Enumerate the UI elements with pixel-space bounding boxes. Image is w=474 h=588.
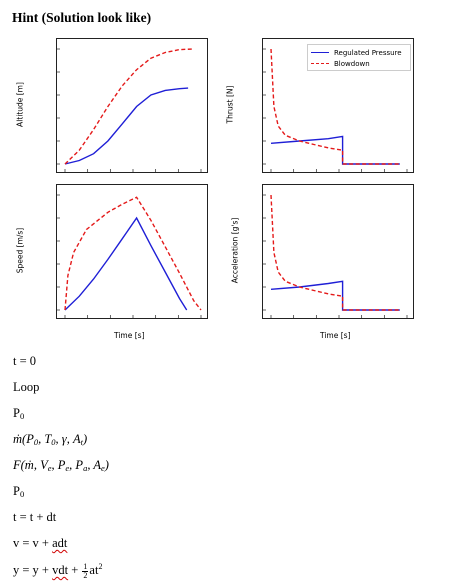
- mdot-gamma: , γ, A: [55, 432, 81, 446]
- f-sub-pa: a: [83, 463, 88, 473]
- f-pe: , P: [51, 458, 66, 472]
- y-plus: +: [68, 563, 82, 578]
- y-sup: 2: [98, 562, 103, 571]
- legend-regulated-label: Regulated Pressure: [334, 48, 402, 57]
- f-ae: , A: [87, 458, 101, 472]
- acceleration-svg: [263, 194, 408, 318]
- f-sub-ve: e: [47, 463, 52, 473]
- legend-regulated-swatch: [311, 52, 329, 53]
- f-sub-pe: e: [65, 463, 70, 473]
- y-at: at: [89, 563, 99, 578]
- mdot-sub-t0: 0: [51, 437, 56, 447]
- step-t0: t = 0: [13, 354, 37, 368]
- mdot-sub-at: t: [80, 437, 83, 447]
- regulated-series-line: [64, 87, 189, 165]
- v-adt: adt: [52, 536, 68, 550]
- blowdown-series-line: [270, 194, 400, 311]
- step-p0: P0: [13, 406, 24, 421]
- step-loop: Loop: [13, 380, 40, 394]
- mdot-sub-p0: 0: [33, 437, 39, 447]
- step-mdot: ṁ(P0, T0, γ, At): [13, 432, 87, 447]
- step-velocity-update: v = v + adt: [13, 536, 67, 551]
- mdot-end: ): [82, 432, 88, 446]
- p0b-sub: 0: [19, 489, 25, 499]
- speed-xlabel: Time [s]: [114, 331, 145, 340]
- f-end: ): [104, 458, 109, 472]
- legend-regulated: Regulated Pressure: [311, 47, 406, 58]
- legend-blowdown-label: Blowdown: [334, 59, 370, 68]
- y-prefix: y = y +: [13, 563, 53, 578]
- speed-plot: [56, 184, 208, 319]
- blowdown-series-line: [64, 196, 202, 311]
- regulated-series-line: [64, 216, 188, 311]
- step-force: F(ṁ, Ve, Pe, Pa, Ae): [13, 458, 109, 473]
- y-vdt: vdt: [52, 563, 69, 578]
- f-prefix: F(ṁ, V: [13, 458, 48, 472]
- altitude-svg: [57, 48, 202, 172]
- v-prefix: v = v +: [13, 536, 53, 550]
- thrust-svg: [263, 48, 408, 172]
- legend: Regulated Pressure Blowdown: [307, 44, 411, 71]
- legend-blowdown-swatch: [311, 63, 329, 64]
- acceleration-xlabel: Time [s]: [320, 331, 351, 340]
- altitude-ylabel: Altitude [m]: [15, 82, 25, 127]
- p0-sub: 0: [19, 411, 25, 421]
- frac-den: 2: [83, 570, 88, 580]
- step-position-update: y = y + vdt + 1 2 at2: [13, 562, 102, 580]
- mdot-prefix: ṁ(P: [13, 432, 34, 446]
- f-pa: , P: [69, 458, 84, 472]
- legend-blowdown: Blowdown: [311, 58, 406, 69]
- thrust-ylabel: Thrust [N]: [225, 85, 235, 124]
- blowdown-series-line: [270, 48, 400, 165]
- mdot-t: , T: [38, 432, 52, 446]
- p0-symbol: P: [13, 406, 20, 420]
- frac-num: 1: [82, 561, 89, 572]
- thrust-plot: Regulated Pressure Blowdown: [262, 38, 414, 173]
- f-sub-ae: e: [100, 463, 105, 473]
- acceleration-ylabel: Acceleration [g's]: [230, 217, 240, 284]
- altitude-plot: [56, 38, 208, 173]
- blowdown-series-line: [64, 48, 194, 165]
- step-p0b: P0: [13, 484, 24, 499]
- step-time-update: t = t + dt: [13, 510, 57, 524]
- hint-title: Hint (Solution look like): [12, 10, 152, 25]
- regulated-series-line: [270, 135, 400, 165]
- speed-ylabel: Speed [m/s]: [15, 227, 25, 274]
- regulated-series-line: [270, 280, 400, 311]
- speed-svg: [57, 194, 202, 318]
- acceleration-plot: [262, 184, 414, 319]
- p0b-symbol: P: [13, 484, 20, 498]
